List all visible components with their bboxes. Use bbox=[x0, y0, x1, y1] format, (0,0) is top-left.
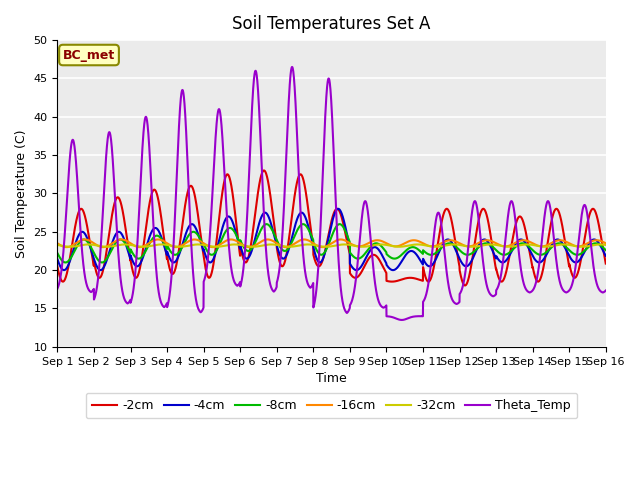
Theta_Temp bbox=[385, 313, 393, 319]
-32cm bbox=[171, 243, 179, 249]
-16cm bbox=[63, 244, 70, 250]
-16cm bbox=[550, 239, 558, 245]
Title: Soil Temperatures Set A: Soil Temperatures Set A bbox=[232, 15, 431, 33]
-2cm bbox=[550, 209, 558, 215]
-16cm bbox=[172, 244, 179, 250]
Line: Theta_Temp: Theta_Temp bbox=[58, 67, 605, 320]
Theta_Temp bbox=[54, 286, 61, 291]
-4cm bbox=[334, 206, 342, 212]
-32cm bbox=[395, 244, 403, 250]
-8cm bbox=[61, 260, 69, 265]
-2cm bbox=[395, 277, 403, 283]
-16cm bbox=[602, 240, 609, 246]
-2cm bbox=[385, 278, 393, 284]
-32cm bbox=[385, 242, 393, 248]
-2cm bbox=[171, 268, 179, 274]
-8cm bbox=[385, 253, 393, 259]
-16cm bbox=[81, 237, 89, 242]
Theta_Temp bbox=[602, 288, 609, 293]
-32cm bbox=[207, 243, 214, 249]
Theta_Temp bbox=[288, 64, 296, 70]
-32cm bbox=[602, 242, 609, 248]
-8cm bbox=[395, 254, 403, 260]
-4cm bbox=[602, 252, 609, 258]
-32cm bbox=[54, 242, 61, 248]
-4cm bbox=[602, 253, 609, 259]
-8cm bbox=[207, 252, 214, 257]
-4cm bbox=[395, 263, 403, 268]
-8cm bbox=[54, 250, 61, 256]
-4cm bbox=[171, 259, 179, 265]
Theta_Temp bbox=[398, 317, 406, 323]
Line: -2cm: -2cm bbox=[58, 170, 605, 286]
-8cm bbox=[171, 252, 179, 258]
Theta_Temp bbox=[550, 236, 558, 242]
-2cm bbox=[260, 168, 268, 173]
-16cm bbox=[207, 244, 214, 250]
-2cm bbox=[207, 274, 214, 279]
-2cm bbox=[461, 283, 469, 288]
-2cm bbox=[602, 261, 609, 266]
-8cm bbox=[550, 242, 558, 248]
Line: -32cm: -32cm bbox=[58, 244, 605, 247]
Y-axis label: Soil Temperature (C): Soil Temperature (C) bbox=[15, 129, 28, 258]
-32cm bbox=[596, 241, 604, 247]
-32cm bbox=[67, 244, 74, 250]
-32cm bbox=[602, 242, 609, 248]
Theta_Temp bbox=[395, 317, 403, 323]
-16cm bbox=[602, 240, 609, 246]
Theta_Temp bbox=[171, 216, 179, 221]
Legend: -2cm, -4cm, -8cm, -16cm, -32cm, Theta_Temp: -2cm, -4cm, -8cm, -16cm, -32cm, Theta_Te… bbox=[86, 393, 577, 419]
Theta_Temp bbox=[602, 288, 609, 294]
-4cm bbox=[550, 239, 558, 244]
-8cm bbox=[602, 247, 609, 253]
-32cm bbox=[550, 243, 557, 249]
-16cm bbox=[54, 240, 61, 246]
-16cm bbox=[395, 243, 403, 249]
Line: -8cm: -8cm bbox=[58, 224, 605, 263]
-8cm bbox=[336, 221, 344, 227]
-16cm bbox=[385, 242, 393, 248]
Text: BC_met: BC_met bbox=[63, 48, 115, 61]
Line: -4cm: -4cm bbox=[58, 209, 605, 270]
-2cm bbox=[602, 260, 609, 266]
Line: -16cm: -16cm bbox=[58, 240, 605, 247]
Theta_Temp bbox=[207, 223, 214, 229]
X-axis label: Time: Time bbox=[316, 372, 347, 385]
-8cm bbox=[602, 247, 609, 253]
-4cm bbox=[54, 256, 61, 262]
-2cm bbox=[54, 264, 61, 269]
-4cm bbox=[207, 260, 214, 265]
-4cm bbox=[97, 267, 104, 273]
-4cm bbox=[385, 265, 393, 271]
